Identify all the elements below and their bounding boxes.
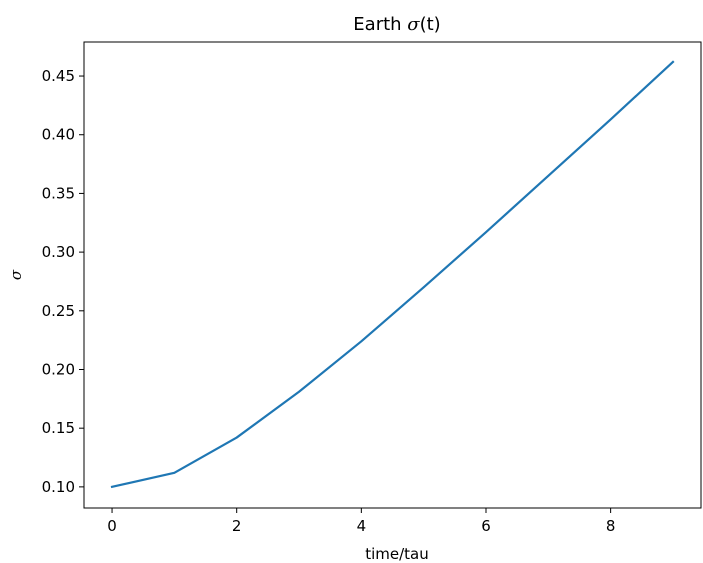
y-tick-label: 0.30 [42,243,75,261]
chart-title-sigma: σ [407,14,420,35]
x-tick-label: 4 [357,517,367,535]
axes-frame [83,41,702,509]
chart-title: Earth σ(t) [353,14,440,35]
y-tick-label: 0.40 [42,126,75,144]
plot-area: 0 2 4 6 8 0.10 0.15 0.20 0.25 0.30 0.35 0.40 0.45 [42,41,702,535]
chart-title-text: Earth [353,14,407,35]
y-tick-label: 0.35 [42,184,75,202]
chart-title-suffix: (t) [420,14,441,35]
y-tick-label: 0.45 [42,67,75,85]
y-tick-label: 0.10 [42,478,75,496]
x-tick-label: 2 [232,517,242,535]
x-tick-label: 6 [481,517,491,535]
y-tick-label: 0.15 [42,419,75,437]
x-axis-label: time/tau [365,545,429,563]
series-line-0 [110,60,675,489]
y-axis-label: σ [7,269,25,280]
y-tick-label: 0.25 [42,302,75,320]
x-tick-label: 8 [606,517,616,535]
y-tick-label: 0.20 [42,360,75,378]
x-tick-label: 0 [107,517,117,535]
